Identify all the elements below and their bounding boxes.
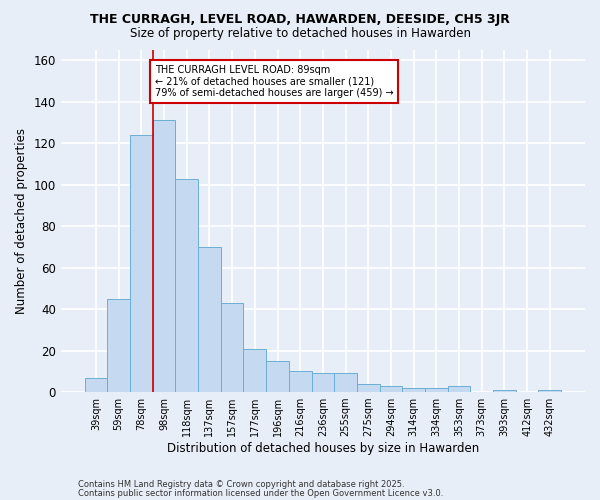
Bar <box>175 178 198 392</box>
Bar <box>152 120 175 392</box>
Bar <box>130 135 152 392</box>
Bar <box>380 386 403 392</box>
Text: THE CURRAGH, LEVEL ROAD, HAWARDEN, DEESIDE, CH5 3JR: THE CURRAGH, LEVEL ROAD, HAWARDEN, DEESI… <box>90 12 510 26</box>
Y-axis label: Number of detached properties: Number of detached properties <box>15 128 28 314</box>
Bar <box>266 361 289 392</box>
Bar <box>538 390 561 392</box>
Bar <box>357 384 380 392</box>
Bar <box>311 374 334 392</box>
Bar <box>198 247 221 392</box>
Bar <box>289 372 311 392</box>
Bar <box>448 386 470 392</box>
Bar <box>221 303 244 392</box>
Text: Size of property relative to detached houses in Hawarden: Size of property relative to detached ho… <box>130 28 470 40</box>
Bar <box>85 378 107 392</box>
X-axis label: Distribution of detached houses by size in Hawarden: Distribution of detached houses by size … <box>167 442 479 455</box>
Bar <box>244 348 266 392</box>
Bar <box>107 299 130 392</box>
Text: THE CURRAGH LEVEL ROAD: 89sqm
← 21% of detached houses are smaller (121)
79% of : THE CURRAGH LEVEL ROAD: 89sqm ← 21% of d… <box>155 64 394 98</box>
Bar <box>493 390 516 392</box>
Bar <box>334 374 357 392</box>
Text: Contains public sector information licensed under the Open Government Licence v3: Contains public sector information licen… <box>78 489 443 498</box>
Bar <box>425 388 448 392</box>
Bar <box>403 388 425 392</box>
Text: Contains HM Land Registry data © Crown copyright and database right 2025.: Contains HM Land Registry data © Crown c… <box>78 480 404 489</box>
